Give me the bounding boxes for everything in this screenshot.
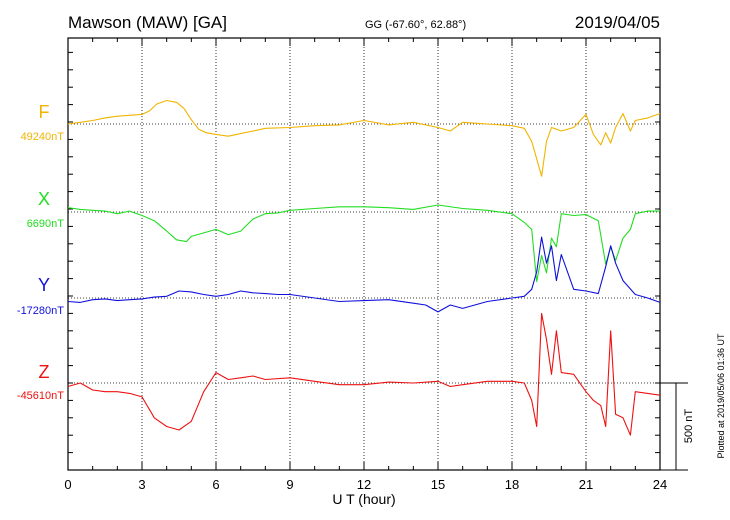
station-coords: GG (-67.60°, 62.88°) <box>365 19 466 31</box>
series-baseline-Z: -45610nT <box>17 390 64 402</box>
series-line-X <box>67 204 660 283</box>
x-tick-label: 24 <box>653 477 667 492</box>
series-name-X: X <box>38 189 50 209</box>
x-axis-label: U T (hour) <box>332 491 395 507</box>
series-name-F: F <box>39 102 50 122</box>
series-baseline-F: 49240nT <box>21 131 65 143</box>
x-tick-label: 3 <box>138 477 145 492</box>
x-tick-label: 6 <box>212 477 219 492</box>
x-tick-label: 0 <box>64 477 71 492</box>
series-line-Z <box>67 312 661 436</box>
series-name-Z: Z <box>39 362 50 382</box>
plotted-note: Plotted at 2019/05/06 01:36 UT <box>716 333 726 459</box>
station-title: Mawson (MAW) [GA] <box>68 13 227 32</box>
series-lines <box>67 99 661 436</box>
x-tick-label: 9 <box>286 477 293 492</box>
series-line-Y <box>67 236 661 313</box>
x-tick-label: 15 <box>431 477 445 492</box>
x-tick-label: 18 <box>505 477 519 492</box>
grid-lines <box>68 38 660 470</box>
x-tick-label: 21 <box>579 477 593 492</box>
chart-date: 2019/04/05 <box>575 13 660 32</box>
series-baseline-X: 6690nT <box>27 218 65 230</box>
series-labels: F 49240nT X 6690nT Y -17280nT Z -45610nT <box>17 102 64 402</box>
series-baseline-Y: -17280nT <box>17 305 64 317</box>
x-tick-label: 12 <box>357 477 371 492</box>
scale-bar: 500 nT <box>660 382 695 471</box>
axis-ticks: 0 3 6 9 12 15 18 21 24 <box>64 38 667 492</box>
series-line-F <box>67 99 661 177</box>
scale-bar-label: 500 nT <box>683 409 695 444</box>
series-name-Y: Y <box>38 275 50 295</box>
